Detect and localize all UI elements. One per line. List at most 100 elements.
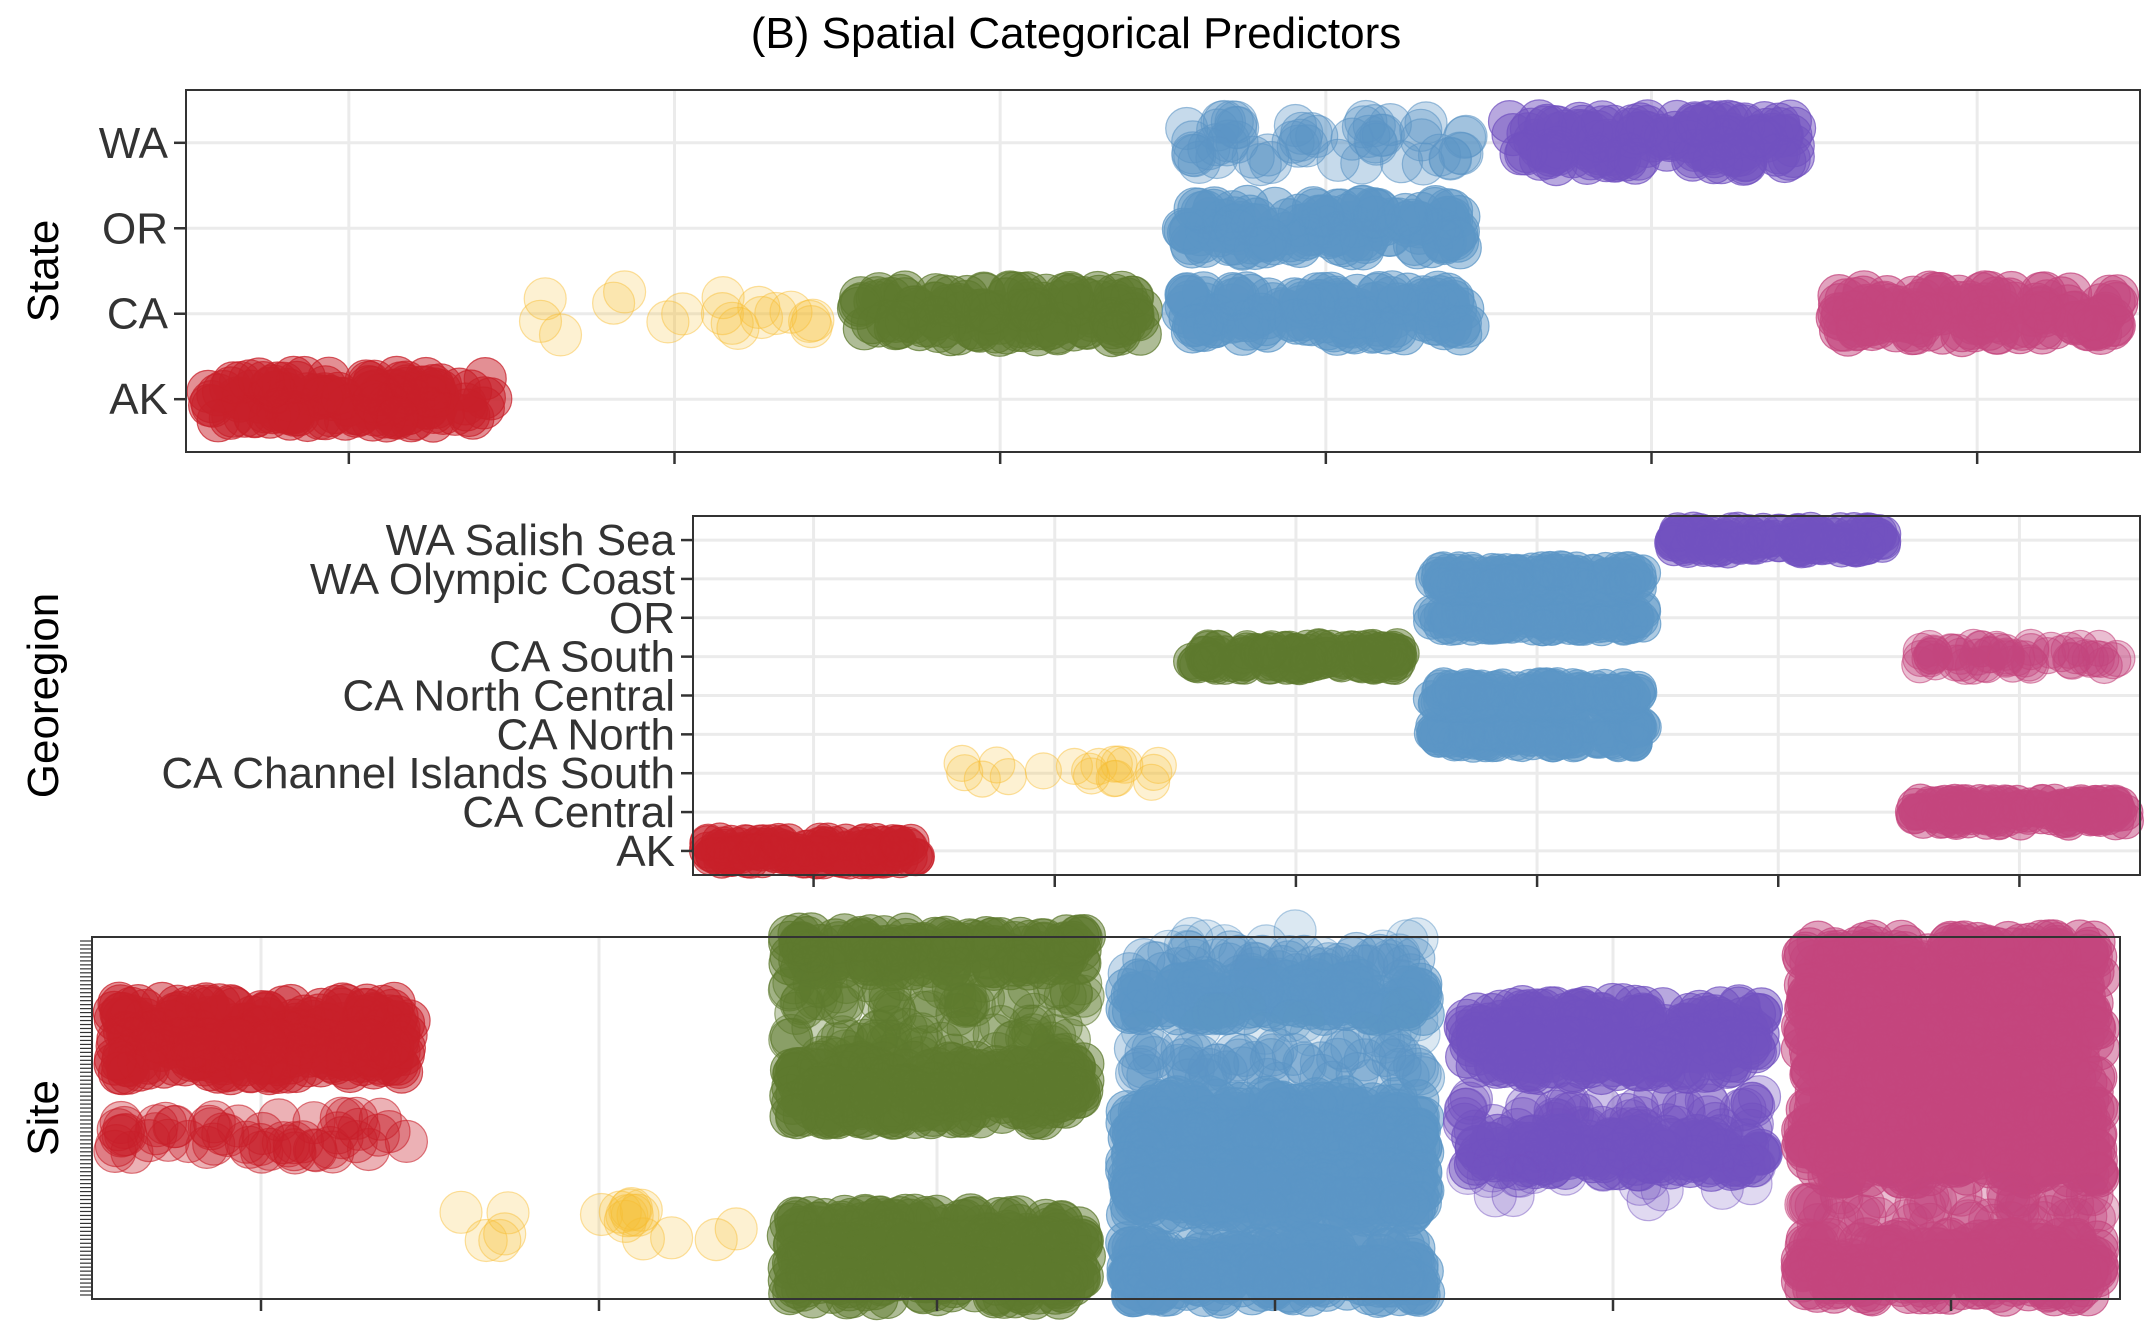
data-point <box>1735 116 1777 158</box>
data-point <box>1535 726 1571 762</box>
data-point <box>1915 635 1951 671</box>
data-point <box>822 841 858 877</box>
data-point <box>1140 1248 1182 1290</box>
data-point <box>1221 313 1263 355</box>
panel-site: Site <box>19 910 2120 1320</box>
data-point <box>1292 187 1334 229</box>
data-point <box>328 1020 370 1062</box>
data-point <box>1525 610 1561 646</box>
data-point <box>1701 531 1737 567</box>
strip-state-2 <box>838 271 1163 357</box>
data-point <box>1009 289 1051 331</box>
y-tick-label: AK <box>109 375 168 424</box>
data-point <box>301 377 343 419</box>
data-point <box>880 825 916 861</box>
data-point <box>479 1220 521 1262</box>
data-point <box>2097 275 2139 317</box>
data-point <box>246 1024 288 1066</box>
data-point <box>1189 643 1225 679</box>
data-point <box>701 293 743 335</box>
strip-site-1 <box>94 1017 425 1095</box>
data-point <box>1424 568 1460 604</box>
data-point <box>1862 282 1904 324</box>
data-point <box>715 1208 757 1250</box>
data-point <box>604 271 646 313</box>
data-point <box>1700 142 1742 184</box>
data-point <box>1179 1264 1221 1306</box>
data-point <box>368 1026 410 1068</box>
strip-site-8 <box>770 1062 1103 1140</box>
data-point <box>1614 142 1656 184</box>
data-point <box>1460 675 1496 711</box>
strip-georegion-4 <box>1413 668 1656 724</box>
strip-state-6 <box>1489 100 1816 186</box>
data-point <box>1988 640 2024 676</box>
data-point <box>1134 764 1170 800</box>
data-point <box>1290 644 1326 680</box>
y-tick-label: WA Salish Sea <box>386 516 676 565</box>
data-point <box>1127 970 1169 1012</box>
data-point <box>2056 301 2098 343</box>
data-point <box>1025 753 1061 789</box>
data-point <box>606 1195 648 1237</box>
data-point <box>769 1273 811 1315</box>
data-point <box>990 759 1026 795</box>
data-point <box>799 966 841 1008</box>
strip-state-0 <box>187 356 512 442</box>
data-point <box>1354 121 1396 163</box>
strip-georegion-6 <box>1416 551 1661 607</box>
data-point <box>1354 632 1390 668</box>
data-point <box>1217 1164 1259 1206</box>
data-point <box>776 1094 818 1136</box>
data-point <box>1977 312 2019 354</box>
data-point <box>1385 194 1427 236</box>
data-point <box>1196 137 1238 179</box>
data-point <box>1097 311 1139 353</box>
data-point <box>1339 296 1381 338</box>
y-axis-title: State <box>19 220 68 323</box>
data-point <box>1659 516 1695 552</box>
data-point <box>1180 1165 1222 1207</box>
data-point <box>1051 274 1093 316</box>
strip-state-4 <box>1162 185 1481 270</box>
data-point <box>944 745 980 781</box>
data-point <box>1198 993 1240 1035</box>
data-point <box>2068 796 2104 832</box>
data-point <box>1037 966 1079 1008</box>
data-point <box>1324 1177 1366 1219</box>
data-point <box>1445 115 1487 157</box>
data-point <box>1475 605 1511 641</box>
data-point <box>1757 520 1793 556</box>
data-point <box>1215 210 1257 252</box>
data-point <box>2083 641 2119 677</box>
strip-georegion-8 <box>1896 784 2144 840</box>
data-point <box>969 293 1011 335</box>
data-point <box>1822 513 1858 549</box>
data-point <box>839 284 881 326</box>
data-point <box>95 1038 137 1080</box>
data-point <box>770 291 812 333</box>
data-point <box>1615 679 1651 715</box>
data-point <box>850 1077 892 1119</box>
data-point <box>1515 684 1551 720</box>
data-point <box>1674 102 1716 144</box>
strip-georegion-7 <box>1655 512 1901 568</box>
data-point <box>1488 564 1524 600</box>
data-point <box>377 397 419 439</box>
data-point <box>841 920 883 962</box>
data-point <box>1382 1258 1424 1300</box>
data-point <box>1033 1062 1075 1104</box>
data-point <box>1331 1027 1373 1069</box>
data-point <box>1967 786 2003 822</box>
data-point <box>413 391 455 433</box>
strip-site-2 <box>94 1097 428 1174</box>
data-point <box>1530 135 1572 177</box>
y-tick-label: CA <box>107 290 169 339</box>
data-point <box>1059 915 1101 957</box>
data-point <box>1274 299 1316 341</box>
